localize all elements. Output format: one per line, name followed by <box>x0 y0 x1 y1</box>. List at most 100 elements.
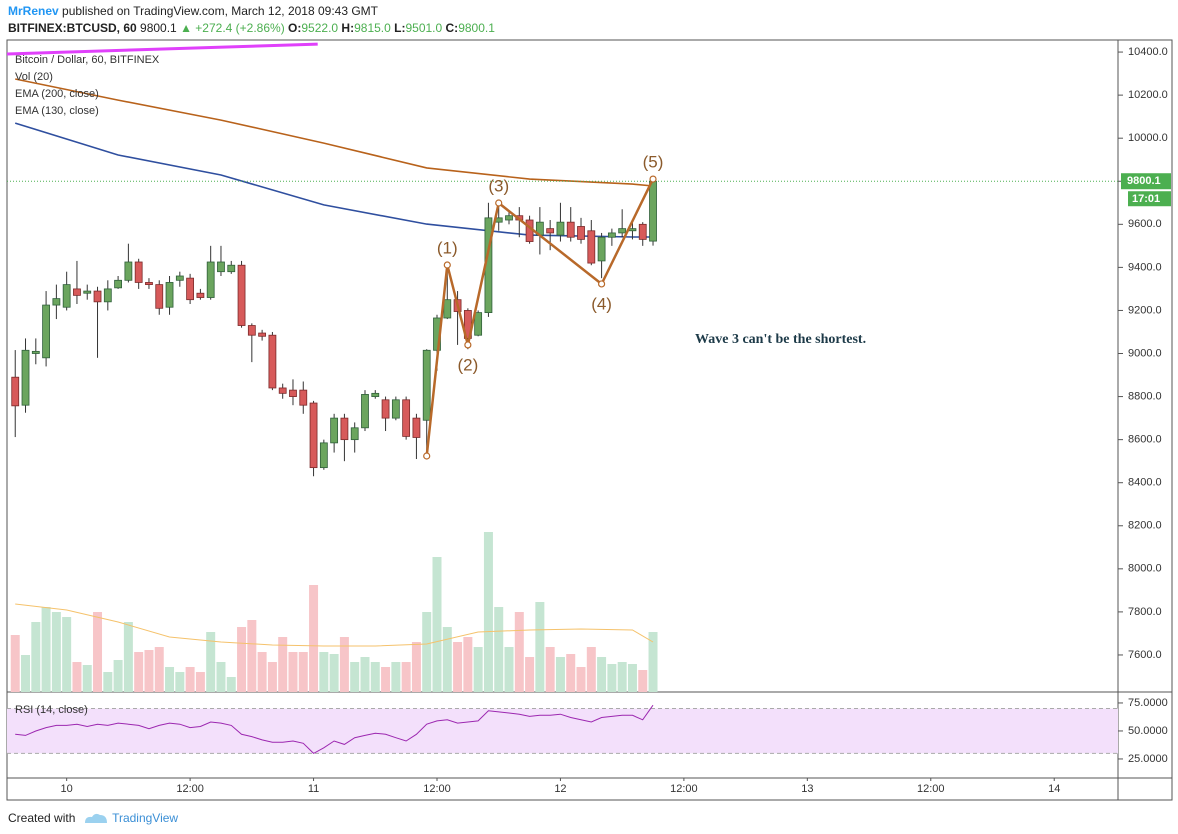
candle-body <box>474 312 483 336</box>
header: MrRenev published on TradingView.com, Ma… <box>8 3 495 37</box>
last-price-label: 9800.1 <box>1127 175 1161 187</box>
candle-body <box>73 288 81 296</box>
candle-body <box>391 399 400 419</box>
x-tick-label: 12:00 <box>176 783 204 795</box>
c: 9800.1 <box>458 21 495 35</box>
volume-bar <box>267 662 277 692</box>
volume-bar <box>422 612 432 692</box>
y-tick-label: 9600.0 <box>1128 218 1162 230</box>
wave-label: (4) <box>591 294 612 313</box>
volume-bar <box>432 557 442 692</box>
candle-body <box>52 298 61 306</box>
y-tick-label: 8400.0 <box>1128 477 1162 489</box>
candle-body <box>278 387 287 394</box>
legend-volume: Vol (20) <box>15 71 53 83</box>
volume-bar <box>309 585 319 692</box>
volume-bar <box>154 647 164 692</box>
candle-body <box>83 290 92 294</box>
volume-ma <box>15 603 654 647</box>
rsi-line <box>15 704 654 755</box>
last: 9800.1 <box>140 21 177 35</box>
volume-bar <box>41 607 51 692</box>
candle-body <box>556 221 565 236</box>
candle-body <box>412 417 421 438</box>
quote-line: BITFINEX:BTCUSD, 60 9800.1 ▲ +272.4 (+2.… <box>8 20 495 37</box>
candle-body <box>42 304 50 359</box>
volume-bar <box>494 607 504 692</box>
volume-bar <box>21 655 31 692</box>
candle-body <box>134 261 143 283</box>
y-tick-label: 7800.0 <box>1128 606 1162 618</box>
candle-body <box>443 299 452 319</box>
y-tick-label: 8600.0 <box>1128 434 1162 446</box>
wave-point <box>649 175 657 183</box>
volume-bar <box>648 632 658 692</box>
volume-bar <box>298 652 308 692</box>
volume-bar <box>360 657 370 692</box>
footer: Created with TradingView <box>8 808 178 825</box>
candle-body <box>340 417 349 441</box>
trendline <box>7 42 318 56</box>
volume-bar <box>504 647 514 692</box>
volume-bar <box>566 654 576 692</box>
candle-body <box>505 215 513 221</box>
countdown-box <box>1128 191 1171 207</box>
volume-bar <box>638 670 648 692</box>
x-tick-label: 10 <box>61 783 73 795</box>
volume-bar <box>576 667 586 692</box>
wave-line <box>425 178 655 457</box>
x-tick-label: 14 <box>1048 783 1060 795</box>
candle-body <box>628 228 637 232</box>
last-price-box <box>1121 173 1171 190</box>
rsi-tick-label: 25.0000 <box>1128 753 1168 765</box>
x-tick-label: 11 <box>308 783 319 795</box>
ema-line <box>15 78 654 187</box>
y-tick-label: 10000.0 <box>1128 132 1168 144</box>
volume-bar <box>545 647 555 692</box>
x-tick-label: 12 <box>554 783 566 795</box>
volume-bar <box>103 672 113 692</box>
candle-body <box>268 334 277 389</box>
countdown: 17:01 <box>1132 193 1160 205</box>
l: 9501.0 <box>405 21 443 35</box>
volume-bar <box>51 612 61 692</box>
candle-body <box>638 223 647 240</box>
annotation: Wave 3 can't be the shortest. <box>695 332 866 347</box>
volume-bar <box>134 652 144 692</box>
publish-line: MrRenev published on TradingView.com, Ma… <box>8 3 495 20</box>
created-with: Created with <box>8 811 76 825</box>
candle-body <box>217 261 225 273</box>
logo <box>84 813 107 823</box>
published: published on TradingView.com, March 12, … <box>62 4 378 18</box>
volume-bar <box>586 647 596 692</box>
candle-body <box>422 349 431 421</box>
brand[interactable]: TradingView <box>112 811 179 825</box>
candle-body <box>577 226 585 240</box>
o-label: O: <box>288 21 302 35</box>
volume-bar <box>339 637 349 692</box>
volume-bar <box>617 662 627 692</box>
volume-bar <box>93 612 103 692</box>
rsi-tick-label: 50.0000 <box>1128 725 1168 737</box>
candle-body <box>124 261 133 281</box>
y-tick-label: 8200.0 <box>1128 520 1162 532</box>
wave-label: (2) <box>457 355 478 374</box>
volume-bar <box>370 662 380 692</box>
volume-bar <box>463 637 473 692</box>
candle-body <box>103 288 112 303</box>
rsi-tick-label: 75.0000 <box>1128 697 1168 709</box>
x-tick-label: 12:00 <box>423 783 451 795</box>
volume-bar <box>329 654 339 692</box>
candle-body <box>11 376 20 407</box>
wave-label: (5) <box>643 153 664 172</box>
candle-body <box>381 399 390 419</box>
h: 9815.0 <box>354 21 391 35</box>
wave-point <box>495 199 503 207</box>
volume-bar <box>514 612 524 692</box>
volume-bar <box>483 532 493 692</box>
volume-bar <box>278 637 288 692</box>
l-label: L: <box>394 21 406 35</box>
candle-body <box>607 232 616 238</box>
volume-bar <box>195 672 205 692</box>
